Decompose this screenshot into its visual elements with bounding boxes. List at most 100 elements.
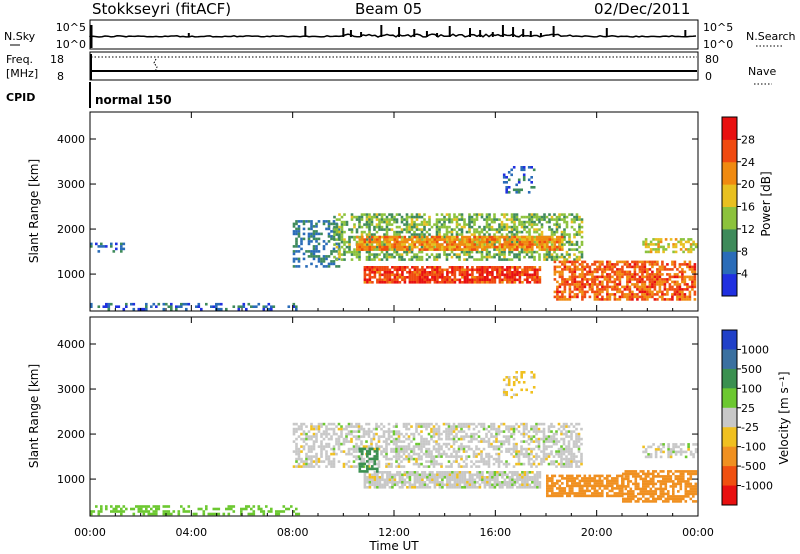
velocity-cell (125, 507, 128, 511)
velocity-cell (376, 452, 379, 456)
velocity-cell (347, 422, 351, 426)
velocity-cell (362, 457, 366, 461)
velocity-cell (565, 455, 568, 458)
velocity-cell (608, 484, 612, 488)
velocity-cell (400, 450, 403, 453)
power-cell (525, 220, 529, 224)
velocity-cell (621, 494, 624, 498)
velocity-cell (307, 447, 311, 451)
power-cell (257, 302, 261, 306)
velocity-cell (401, 481, 404, 484)
velocity-cell (608, 494, 612, 498)
power-cell (586, 273, 589, 276)
velocity-cell (487, 460, 491, 463)
velocity-cell (362, 465, 366, 468)
power-cell (165, 302, 168, 306)
velocity-cell (425, 440, 428, 443)
power-cell (573, 273, 577, 276)
power-cell (530, 255, 534, 259)
power-cell (445, 253, 449, 256)
power-cell (558, 265, 562, 269)
power-cell (418, 248, 422, 251)
velocity-cell (177, 510, 181, 513)
power-cell (421, 266, 424, 269)
velocity-cell (330, 452, 333, 456)
velocity-cell (300, 425, 303, 428)
power-cell (355, 240, 359, 244)
velocity-cell (423, 471, 427, 474)
velocity-cell (227, 507, 231, 511)
power-cell (535, 213, 539, 216)
velocity-cell (558, 479, 562, 483)
velocity-cell (496, 483, 499, 487)
velocity-cell (616, 487, 619, 490)
velocity-cell (451, 486, 454, 489)
power-cell (180, 302, 183, 306)
power-cell (613, 298, 617, 301)
power-cell (438, 253, 441, 256)
velocity-cell (467, 445, 471, 448)
power-cell (370, 243, 374, 246)
velocity-cell (506, 476, 509, 479)
power-cell (297, 225, 301, 228)
velocity-cell (366, 470, 369, 473)
power-cell (411, 278, 414, 282)
power-cell (535, 250, 539, 254)
power-cell (398, 230, 401, 234)
velocity-cell (365, 445, 368, 448)
power-cell (508, 258, 511, 261)
velocity-cell (570, 435, 573, 438)
power-cell (468, 240, 472, 244)
velocity-cell (373, 450, 377, 453)
velocity-cell (497, 455, 501, 458)
power-cell (558, 275, 562, 279)
velocity-cell (490, 432, 493, 436)
power-cell (591, 270, 594, 274)
velocity-cell (571, 477, 574, 480)
velocity-cell (358, 470, 362, 473)
velocity-cell (537, 430, 541, 433)
velocity-cell (332, 430, 336, 433)
velocity-cell (390, 450, 393, 453)
power-cell (443, 276, 447, 279)
power-cell (518, 255, 521, 259)
velocity-cell (448, 473, 452, 477)
power-cell (466, 238, 469, 241)
power-cell (388, 213, 391, 216)
power-cell (561, 248, 564, 251)
velocity-cell (542, 447, 546, 451)
velocity-cell (362, 460, 366, 463)
velocity-cell (522, 427, 526, 431)
power-cell (386, 281, 389, 284)
velocity-cell (515, 427, 518, 431)
power-cell (358, 215, 361, 219)
velocity-cell (386, 476, 389, 479)
power-cell (448, 225, 451, 229)
velocity-cell (432, 460, 436, 463)
power-cell (390, 218, 394, 221)
velocity-cell (566, 484, 569, 488)
power-cell (648, 288, 652, 291)
power-cell (686, 265, 689, 269)
velocity-cell (445, 452, 448, 456)
power-cell (476, 278, 479, 282)
velocity-cell (463, 471, 467, 474)
velocity-cell (453, 483, 457, 487)
velocity-cell (570, 432, 573, 436)
power-cell (681, 273, 684, 276)
power-cell (530, 218, 534, 221)
velocity-cell (551, 487, 554, 490)
power-cell (496, 235, 499, 239)
velocity-cell (577, 450, 581, 453)
velocity-cell (488, 476, 492, 479)
power-cell (573, 220, 576, 224)
power-cell (433, 268, 437, 272)
power-cell (649, 243, 653, 246)
velocity-cell (368, 486, 372, 489)
power-cell (343, 223, 346, 226)
power-cell (658, 295, 662, 299)
velocity-cell (493, 483, 497, 487)
velocity-cell (425, 447, 428, 451)
power-cell (688, 295, 692, 299)
velocity-cell (431, 476, 434, 479)
